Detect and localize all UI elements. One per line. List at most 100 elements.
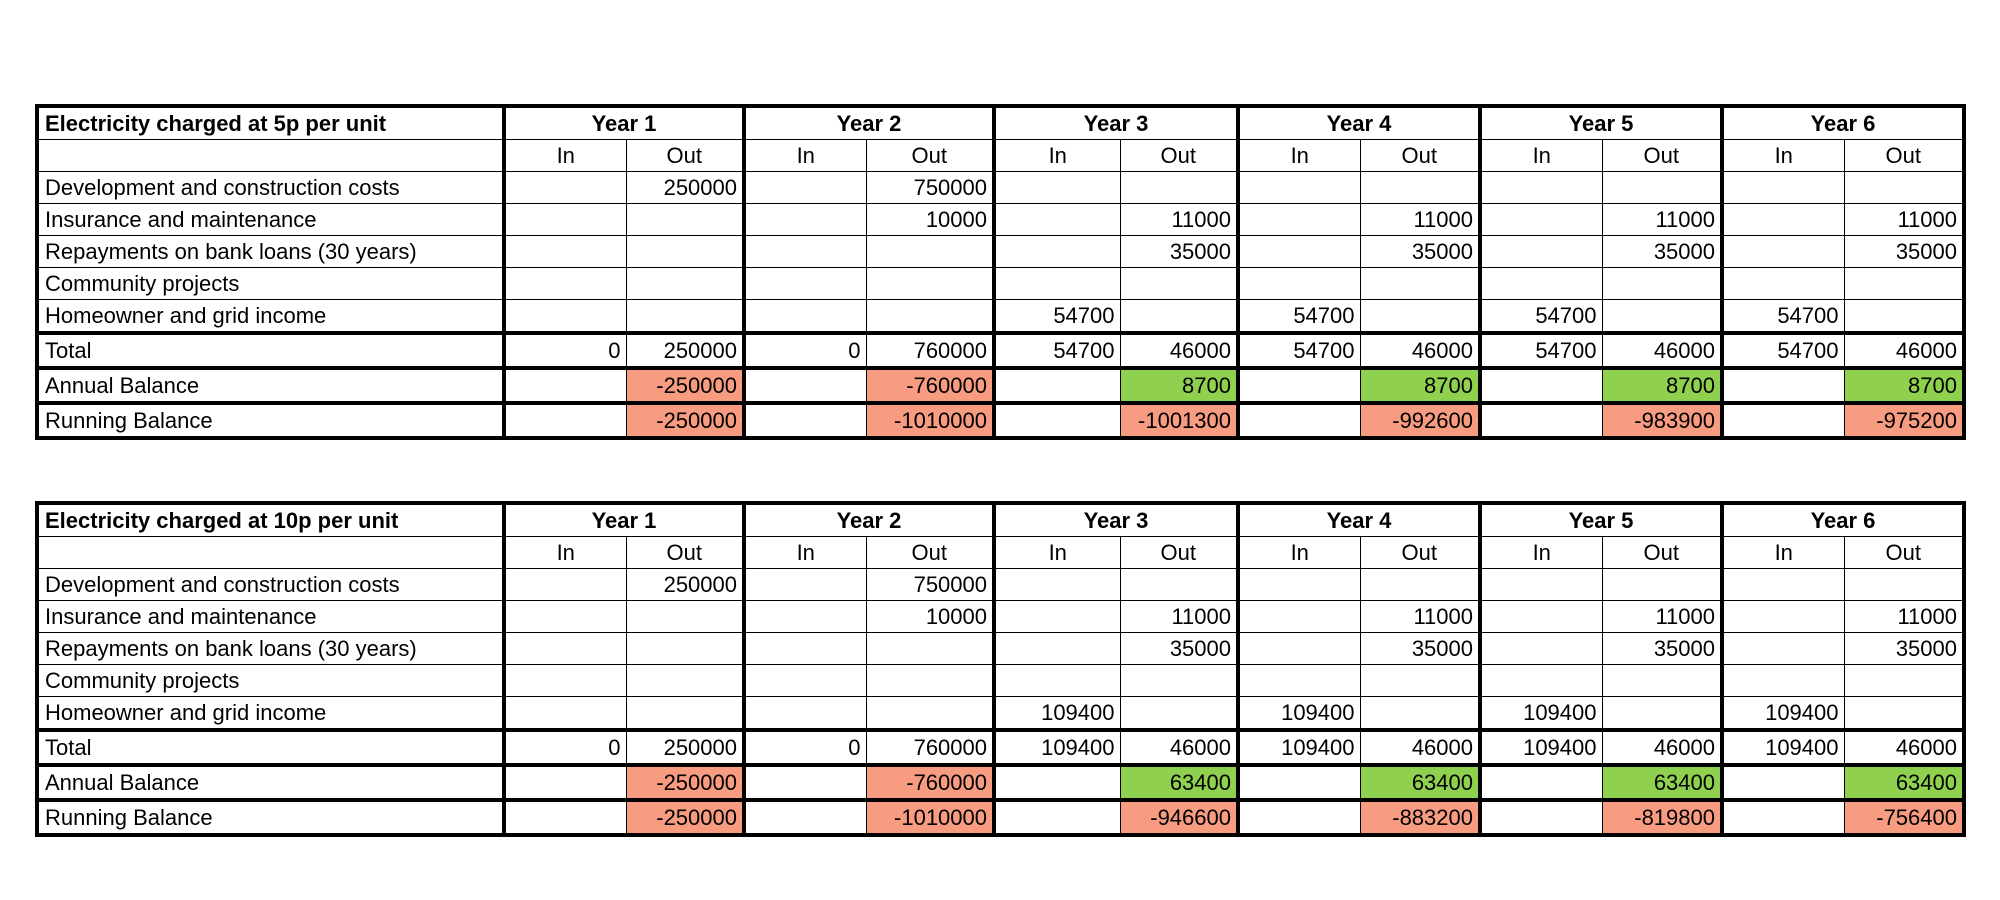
out-value-cell[interactable] <box>1120 171 1240 204</box>
out-value-cell[interactable] <box>1844 267 1966 300</box>
row-label[interactable]: Annual Balance <box>35 765 506 802</box>
out-value-cell[interactable] <box>1120 696 1240 732</box>
out-value-cell[interactable]: -1010000 <box>866 403 996 440</box>
in-value-cell[interactable] <box>504 267 627 300</box>
out-value-cell[interactable]: 8700 <box>1602 368 1724 405</box>
in-value-cell[interactable] <box>504 203 627 236</box>
in-value-cell[interactable] <box>1722 800 1845 837</box>
out-value-cell[interactable] <box>1844 299 1966 335</box>
in-value-cell[interactable] <box>1722 235 1845 268</box>
out-value-cell[interactable]: 35000 <box>1120 235 1240 268</box>
in-value-cell[interactable] <box>994 600 1121 633</box>
row-label[interactable]: Insurance and maintenance <box>35 600 506 633</box>
out-value-cell[interactable] <box>1844 568 1966 601</box>
row-label[interactable]: Annual Balance <box>35 368 506 405</box>
in-value-cell[interactable] <box>994 235 1121 268</box>
in-value-cell[interactable] <box>1722 664 1845 697</box>
in-value-cell[interactable] <box>744 696 867 732</box>
in-value-cell[interactable] <box>1480 568 1603 601</box>
out-value-cell[interactable]: 11000 <box>1844 600 1966 633</box>
in-value-cell[interactable]: 109400 <box>1238 730 1361 767</box>
out-value-cell[interactable]: -250000 <box>626 368 746 405</box>
in-value-cell[interactable] <box>744 664 867 697</box>
in-value-cell[interactable] <box>504 568 627 601</box>
row-label[interactable]: Homeowner and grid income <box>35 696 506 732</box>
in-value-cell[interactable] <box>1480 800 1603 837</box>
row-label[interactable]: Running Balance <box>35 800 506 837</box>
out-value-cell[interactable] <box>1360 568 1482 601</box>
out-value-cell[interactable]: -756400 <box>1844 800 1966 837</box>
out-value-cell[interactable] <box>1602 267 1724 300</box>
in-value-cell[interactable] <box>504 403 627 440</box>
in-value-cell[interactable] <box>1480 203 1603 236</box>
out-value-cell[interactable] <box>1120 299 1240 335</box>
out-value-cell[interactable]: -250000 <box>626 403 746 440</box>
in-value-cell[interactable] <box>504 800 627 837</box>
in-value-cell[interactable] <box>744 267 867 300</box>
out-value-cell[interactable] <box>1360 267 1482 300</box>
in-value-cell[interactable] <box>1722 600 1845 633</box>
out-value-cell[interactable]: 11000 <box>1120 600 1240 633</box>
in-value-cell[interactable] <box>1480 632 1603 665</box>
in-value-cell[interactable] <box>1238 800 1361 837</box>
in-value-cell[interactable] <box>994 664 1121 697</box>
in-value-cell[interactable] <box>1238 235 1361 268</box>
out-value-cell[interactable]: -983900 <box>1602 403 1724 440</box>
out-value-cell[interactable]: -760000 <box>866 368 996 405</box>
in-value-cell[interactable]: 109400 <box>1480 730 1603 767</box>
out-value-cell[interactable]: 750000 <box>866 171 996 204</box>
out-value-cell[interactable]: 11000 <box>1360 203 1482 236</box>
in-value-cell[interactable] <box>504 696 627 732</box>
out-value-cell[interactable] <box>1844 696 1966 732</box>
out-value-cell[interactable] <box>866 696 996 732</box>
out-value-cell[interactable] <box>626 235 746 268</box>
row-label[interactable]: Total <box>35 333 506 370</box>
out-value-cell[interactable]: 10000 <box>866 600 996 633</box>
out-value-cell[interactable] <box>626 203 746 236</box>
in-value-cell[interactable] <box>504 368 627 405</box>
in-value-cell[interactable]: 54700 <box>1722 333 1845 370</box>
in-value-cell[interactable] <box>994 403 1121 440</box>
out-value-cell[interactable]: 35000 <box>1602 632 1724 665</box>
out-value-cell[interactable] <box>866 267 996 300</box>
out-value-cell[interactable]: -946600 <box>1120 800 1240 837</box>
in-value-cell[interactable] <box>744 203 867 236</box>
out-value-cell[interactable]: 750000 <box>866 568 996 601</box>
out-value-cell[interactable] <box>1120 568 1240 601</box>
in-value-cell[interactable] <box>1238 765 1361 802</box>
out-value-cell[interactable] <box>1602 664 1724 697</box>
in-value-cell[interactable] <box>1722 765 1845 802</box>
in-value-cell[interactable] <box>1238 267 1361 300</box>
row-label[interactable]: Insurance and maintenance <box>35 203 506 236</box>
in-value-cell[interactable] <box>504 600 627 633</box>
out-value-cell[interactable]: 8700 <box>1120 368 1240 405</box>
row-label[interactable]: Community projects <box>35 267 506 300</box>
in-value-cell[interactable] <box>994 765 1121 802</box>
out-value-cell[interactable]: 11000 <box>1602 203 1724 236</box>
in-value-cell[interactable] <box>1238 568 1361 601</box>
in-value-cell[interactable]: 54700 <box>1238 333 1361 370</box>
out-value-cell[interactable] <box>866 632 996 665</box>
out-value-cell[interactable]: 11000 <box>1844 203 1966 236</box>
in-value-cell[interactable] <box>504 299 627 335</box>
out-value-cell[interactable]: 11000 <box>1120 203 1240 236</box>
in-value-cell[interactable] <box>504 235 627 268</box>
in-value-cell[interactable] <box>1480 267 1603 300</box>
in-value-cell[interactable]: 54700 <box>1480 299 1603 335</box>
row-label[interactable]: Running Balance <box>35 403 506 440</box>
in-value-cell[interactable] <box>504 171 627 204</box>
in-value-cell[interactable] <box>1238 171 1361 204</box>
in-value-cell[interactable] <box>994 568 1121 601</box>
in-value-cell[interactable] <box>994 203 1121 236</box>
out-value-cell[interactable]: 63400 <box>1844 765 1966 802</box>
in-value-cell[interactable] <box>1238 368 1361 405</box>
in-value-cell[interactable] <box>994 267 1121 300</box>
out-value-cell[interactable]: -760000 <box>866 765 996 802</box>
out-value-cell[interactable]: 46000 <box>1360 333 1482 370</box>
in-value-cell[interactable] <box>744 171 867 204</box>
row-label[interactable]: Community projects <box>35 664 506 697</box>
in-value-cell[interactable] <box>1238 600 1361 633</box>
out-value-cell[interactable] <box>1844 664 1966 697</box>
out-value-cell[interactable]: 35000 <box>1844 632 1966 665</box>
in-value-cell[interactable] <box>994 800 1121 837</box>
